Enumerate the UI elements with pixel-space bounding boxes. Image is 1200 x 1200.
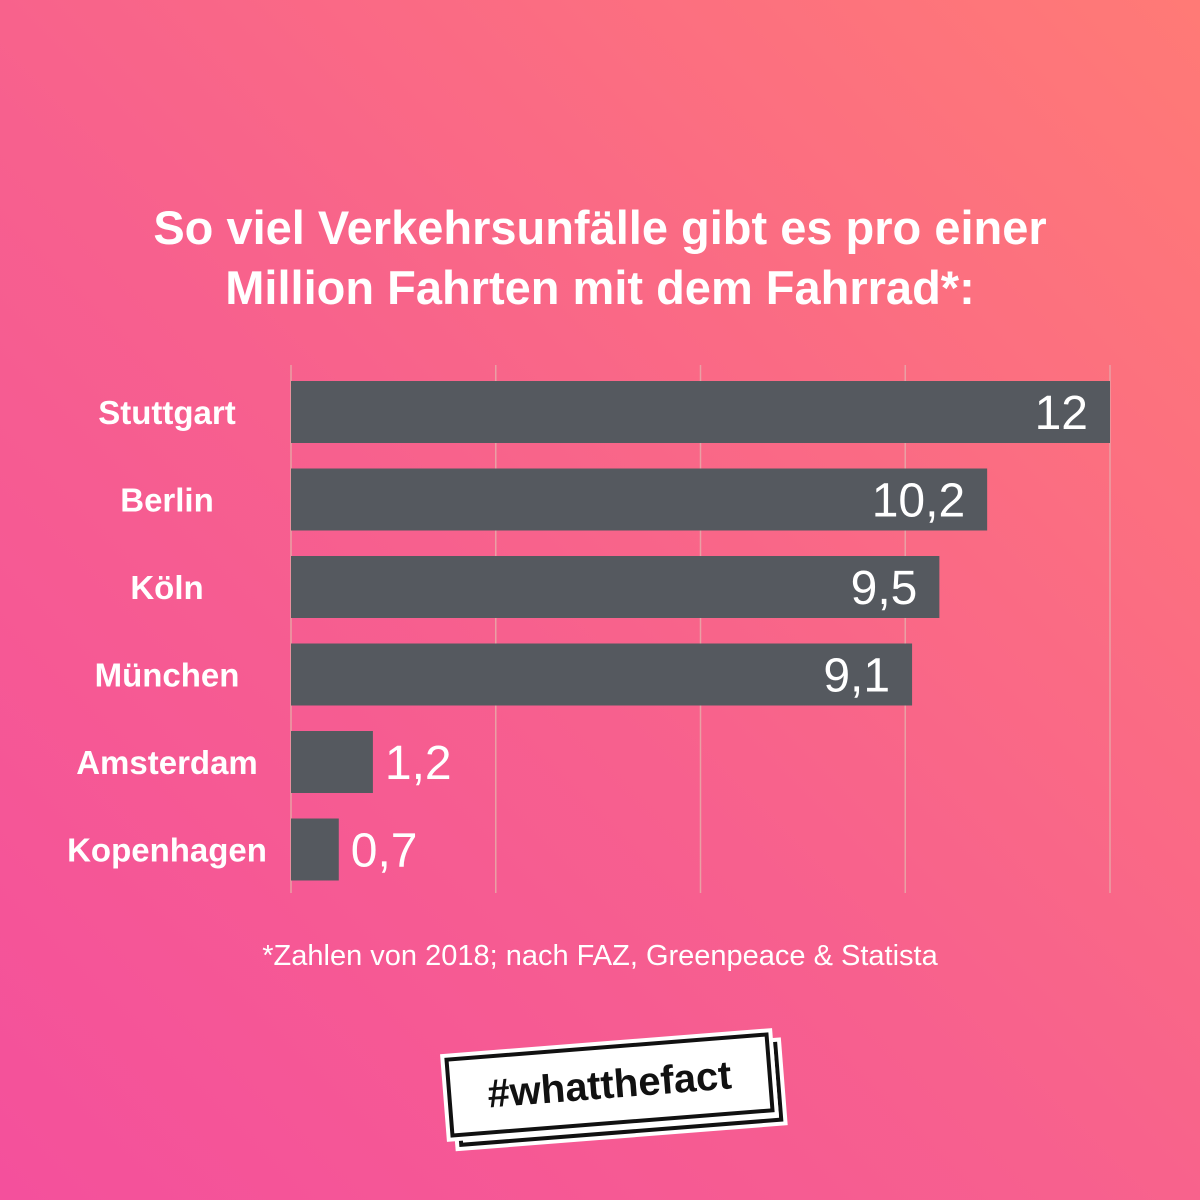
- bar: [291, 818, 339, 881]
- bar: [291, 556, 940, 618]
- category-label: München: [95, 657, 240, 694]
- value-label: 12: [1035, 387, 1088, 440]
- category-label: Amsterdam: [76, 744, 258, 781]
- footnote: *Zahlen von 2018; nach FAZ, Greenpeace &…: [262, 940, 938, 972]
- title-line-1: So viel Verkehrsunfälle gibt es pro eine…: [153, 201, 1047, 254]
- bar: [291, 643, 913, 706]
- logo-text: #whatthefact: [485, 1052, 734, 1117]
- title-line-2: Million Fahrten mit dem Fahrrad*:: [225, 261, 975, 314]
- category-label: Kopenhagen: [67, 832, 267, 869]
- chart-title: So viel Verkehrsunfälle gibt es pro eine…: [0, 198, 1200, 318]
- bar: [291, 731, 373, 793]
- value-label: 9,5: [851, 562, 918, 615]
- category-label: Stuttgart: [98, 394, 235, 431]
- bar: [291, 468, 988, 531]
- category-label: Köln: [130, 569, 203, 606]
- category-label: Berlin: [120, 482, 214, 519]
- bar: [291, 381, 1110, 443]
- value-label: 10,2: [872, 475, 965, 528]
- value-label: 1,2: [385, 737, 452, 790]
- value-label: 9,1: [823, 650, 890, 703]
- value-label: 0,7: [351, 825, 418, 878]
